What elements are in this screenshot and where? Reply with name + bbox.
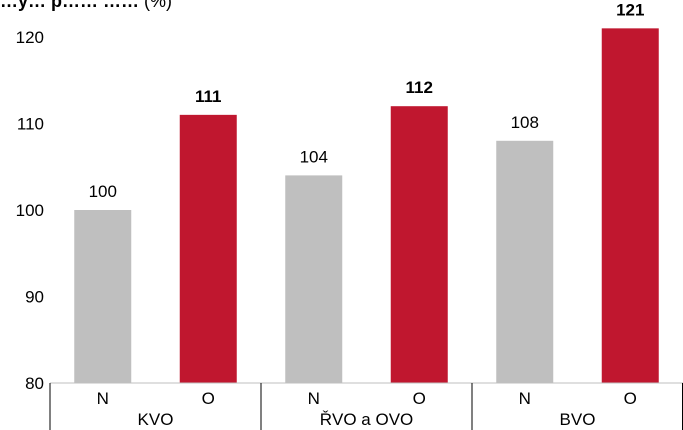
bar-KVO-O <box>179 114 237 383</box>
group-label: ŘVO a OVO <box>320 410 414 429</box>
x-tick-label: N <box>308 389 320 408</box>
chart-title: …y… p…… …… (%) <box>0 0 172 12</box>
bar-ŘVO a OVO-N <box>285 175 343 383</box>
x-tick-label: O <box>413 389 426 408</box>
bar-BVO-O <box>601 28 659 383</box>
x-tick-label: O <box>202 389 215 408</box>
bars: 100 111 104 112 108 121 <box>74 0 659 383</box>
y-axis: 80 90 100 110 120 <box>16 28 44 393</box>
data-label: 112 <box>406 78 433 97</box>
y-tick-label: 100 <box>16 201 44 220</box>
y-tick-label: 80 <box>25 374 44 393</box>
x-tick-label: O <box>624 389 637 408</box>
bar-ŘVO a OVO-O <box>390 106 448 383</box>
x-tick-label: N <box>97 389 109 408</box>
bar-BVO-N <box>496 140 554 383</box>
group-label: KVO <box>138 410 174 429</box>
chart-title-unit: (%) <box>144 0 173 11</box>
chart-title-main: …y… p…… …… <box>0 0 140 11</box>
x-axis: N O N O N O KVO ŘVO a OVO BVO <box>49 382 683 430</box>
group-label: BVO <box>560 410 596 429</box>
y-tick-label: 120 <box>16 28 44 47</box>
data-label: 121 <box>616 0 644 19</box>
y-tick-label: 90 <box>25 288 44 307</box>
data-label: 104 <box>300 147 328 166</box>
data-label: 108 <box>511 113 539 132</box>
data-label: 100 <box>89 182 117 201</box>
data-label: 111 <box>195 87 222 106</box>
y-tick-label: 110 <box>17 115 44 134</box>
bar-KVO-N <box>74 210 132 383</box>
x-tick-label: N <box>519 389 531 408</box>
